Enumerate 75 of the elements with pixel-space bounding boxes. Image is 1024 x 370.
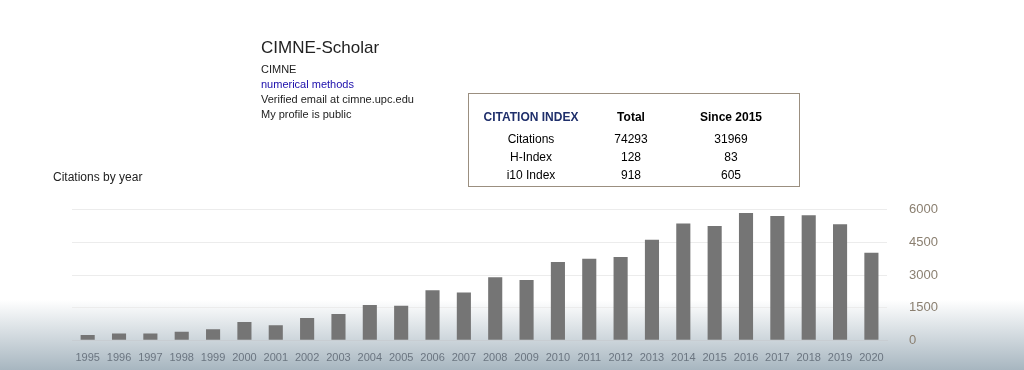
bar	[362, 304, 377, 340]
bar	[456, 292, 471, 340]
bar	[833, 224, 848, 340]
bar	[676, 223, 691, 340]
x-tick-label: 2006	[420, 350, 445, 363]
x-tick-label: 2008	[482, 350, 508, 363]
y-tick-label: 3000	[909, 266, 938, 282]
bar	[707, 225, 722, 340]
text: Since 2015	[698, 109, 763, 126]
bar	[519, 279, 534, 340]
bar	[331, 313, 346, 340]
x-tick-label: 2014	[671, 350, 696, 363]
bar	[143, 333, 158, 340]
bar	[738, 213, 754, 340]
x-tick-label: 2007	[451, 350, 477, 363]
text: 83	[723, 149, 739, 166]
text: i10 Index	[505, 167, 557, 184]
x-tick-label: 2015	[702, 350, 727, 363]
text: 128	[620, 149, 642, 166]
text: 31969	[713, 131, 749, 148]
x-tick-label: 2018	[796, 350, 821, 363]
x-tick-label: 2004	[357, 350, 383, 363]
bar	[582, 258, 597, 340]
x-tick-label: 2003	[326, 350, 351, 363]
x-tick-label: 1995	[75, 350, 100, 363]
x-tick-label: 2019	[827, 350, 853, 363]
y-tick-label: 1500	[909, 299, 938, 315]
x-tick-label: 1998	[169, 350, 194, 363]
text: CITATION INDEX	[482, 109, 580, 126]
bar	[111, 333, 127, 340]
x-tick-label: 1997	[138, 350, 163, 363]
bar	[864, 252, 879, 340]
x-tick-label: 1996	[106, 350, 132, 363]
text: CIMNE	[261, 62, 298, 77]
x-tick-label: 2012	[608, 350, 633, 363]
x-tick-label: 2010	[545, 350, 571, 363]
text: H-Index	[509, 149, 553, 166]
bar	[425, 290, 440, 340]
text: Citations	[506, 131, 556, 148]
x-tick-label: 1999	[200, 350, 226, 363]
bar	[644, 239, 660, 340]
text: My profile is public	[261, 107, 353, 122]
bar	[394, 305, 409, 340]
bar	[801, 215, 816, 340]
x-tick-label: 2011	[577, 350, 602, 363]
text: 74293	[613, 131, 649, 148]
y-tick-label: 6000	[909, 201, 938, 217]
bar	[206, 329, 221, 340]
bar	[237, 321, 252, 340]
bar	[174, 331, 189, 340]
text: Total	[616, 109, 646, 126]
x-tick-label: 2017	[765, 350, 790, 363]
text: CIMNE-Scholar	[261, 37, 381, 59]
x-tick-label: 2002	[294, 350, 320, 363]
bar	[550, 261, 565, 340]
bar	[488, 277, 503, 340]
x-tick-label: 2001	[263, 350, 289, 363]
bar	[268, 325, 283, 340]
text: numerical methods	[261, 77, 355, 92]
text: 918	[620, 167, 642, 184]
bar	[300, 317, 315, 340]
bar	[80, 334, 95, 340]
text: 605	[720, 167, 742, 184]
x-tick-label: 2020	[859, 350, 884, 363]
bar	[770, 216, 785, 340]
text: Verified email at cimne.upc.edu	[261, 92, 414, 107]
x-tick-label: 2005	[388, 350, 414, 363]
bar	[613, 256, 628, 340]
x-tick-label: 2013	[639, 350, 665, 363]
x-tick-label: 2009	[514, 350, 539, 363]
x-tick-label: 2016	[733, 350, 759, 363]
y-tick-label: 0	[909, 331, 917, 347]
x-tick-label: 2000	[232, 350, 257, 363]
chart-title: Citations by year	[53, 170, 143, 184]
y-tick-label: 4500	[909, 233, 938, 249]
